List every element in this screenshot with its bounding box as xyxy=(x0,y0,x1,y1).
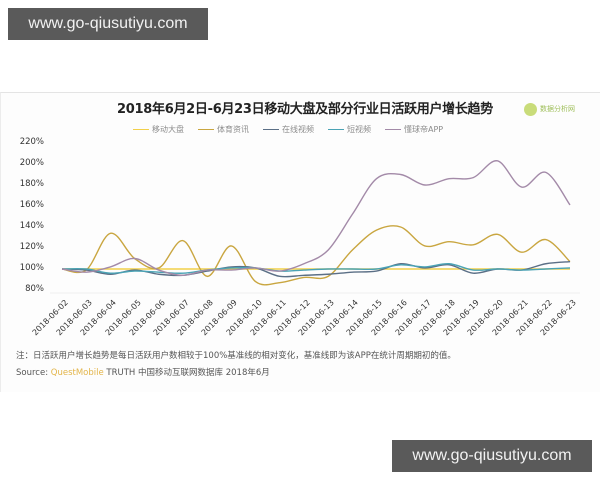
logo: 数据分析网 xyxy=(524,100,588,118)
source-brand: QuestMobile xyxy=(50,368,104,378)
legend-item[interactable]: 短视频 xyxy=(328,124,371,135)
y-tick-label: 140% xyxy=(19,221,44,231)
y-tick-label: 200% xyxy=(19,158,44,168)
watermark-top: www.go-qiusutiyu.com xyxy=(8,8,208,40)
source-rest: TRUTH 中国移动互联网数据库 2018年6月 xyxy=(103,368,270,378)
y-tick-label: 180% xyxy=(19,179,44,189)
series-line xyxy=(61,160,571,277)
legend-line-icon xyxy=(263,128,279,131)
source-label: Source: xyxy=(16,368,49,378)
y-tick-label: 100% xyxy=(19,263,44,273)
legend-line-icon xyxy=(328,128,344,131)
legend-item[interactable]: 移动大盘 xyxy=(133,124,184,135)
chart-title: 2018年6月2日-6月23日移动大盘及部分行业日活跃用户增长趋势 xyxy=(117,102,493,117)
legend-line-icon xyxy=(133,128,149,131)
source-line: Source: QuestMobile TRUTH 中国移动互联网数据库 201… xyxy=(16,366,270,378)
legend-line-icon xyxy=(385,128,401,131)
y-tick-label: 160% xyxy=(19,200,44,210)
legend-label: 移动大盘 xyxy=(152,125,184,134)
y-tick-label: 80% xyxy=(25,284,44,294)
legend-item[interactable]: 在线视频 xyxy=(263,124,314,135)
legend-item[interactable]: 体育资讯 xyxy=(198,124,249,135)
chart-legend: 移动大盘 体育资讯 在线视频 短视频 懂球帝APP xyxy=(133,124,443,135)
legend-label: 懂球帝APP xyxy=(404,125,444,134)
legend-label: 在线视频 xyxy=(282,125,314,134)
watermark-bottom: www.go-qiusutiyu.com xyxy=(392,440,592,472)
logo-icon xyxy=(524,102,537,116)
legend-line-icon xyxy=(198,128,214,131)
series-line xyxy=(61,225,571,286)
y-tick-label: 120% xyxy=(19,242,44,252)
legend-label: 体育资讯 xyxy=(217,125,249,134)
legend-item[interactable]: 懂球帝APP xyxy=(385,124,443,135)
chart-card xyxy=(0,92,600,392)
legend-label: 短视频 xyxy=(347,125,371,134)
y-tick-label: 220% xyxy=(19,137,44,147)
footnote: 注：日活跃用户增长趋势是每日活跃用户数相较于100%基准线的相对变化，基准线即为… xyxy=(16,351,456,361)
logo-text: 数据分析网 xyxy=(540,105,575,113)
series-line xyxy=(61,263,571,274)
